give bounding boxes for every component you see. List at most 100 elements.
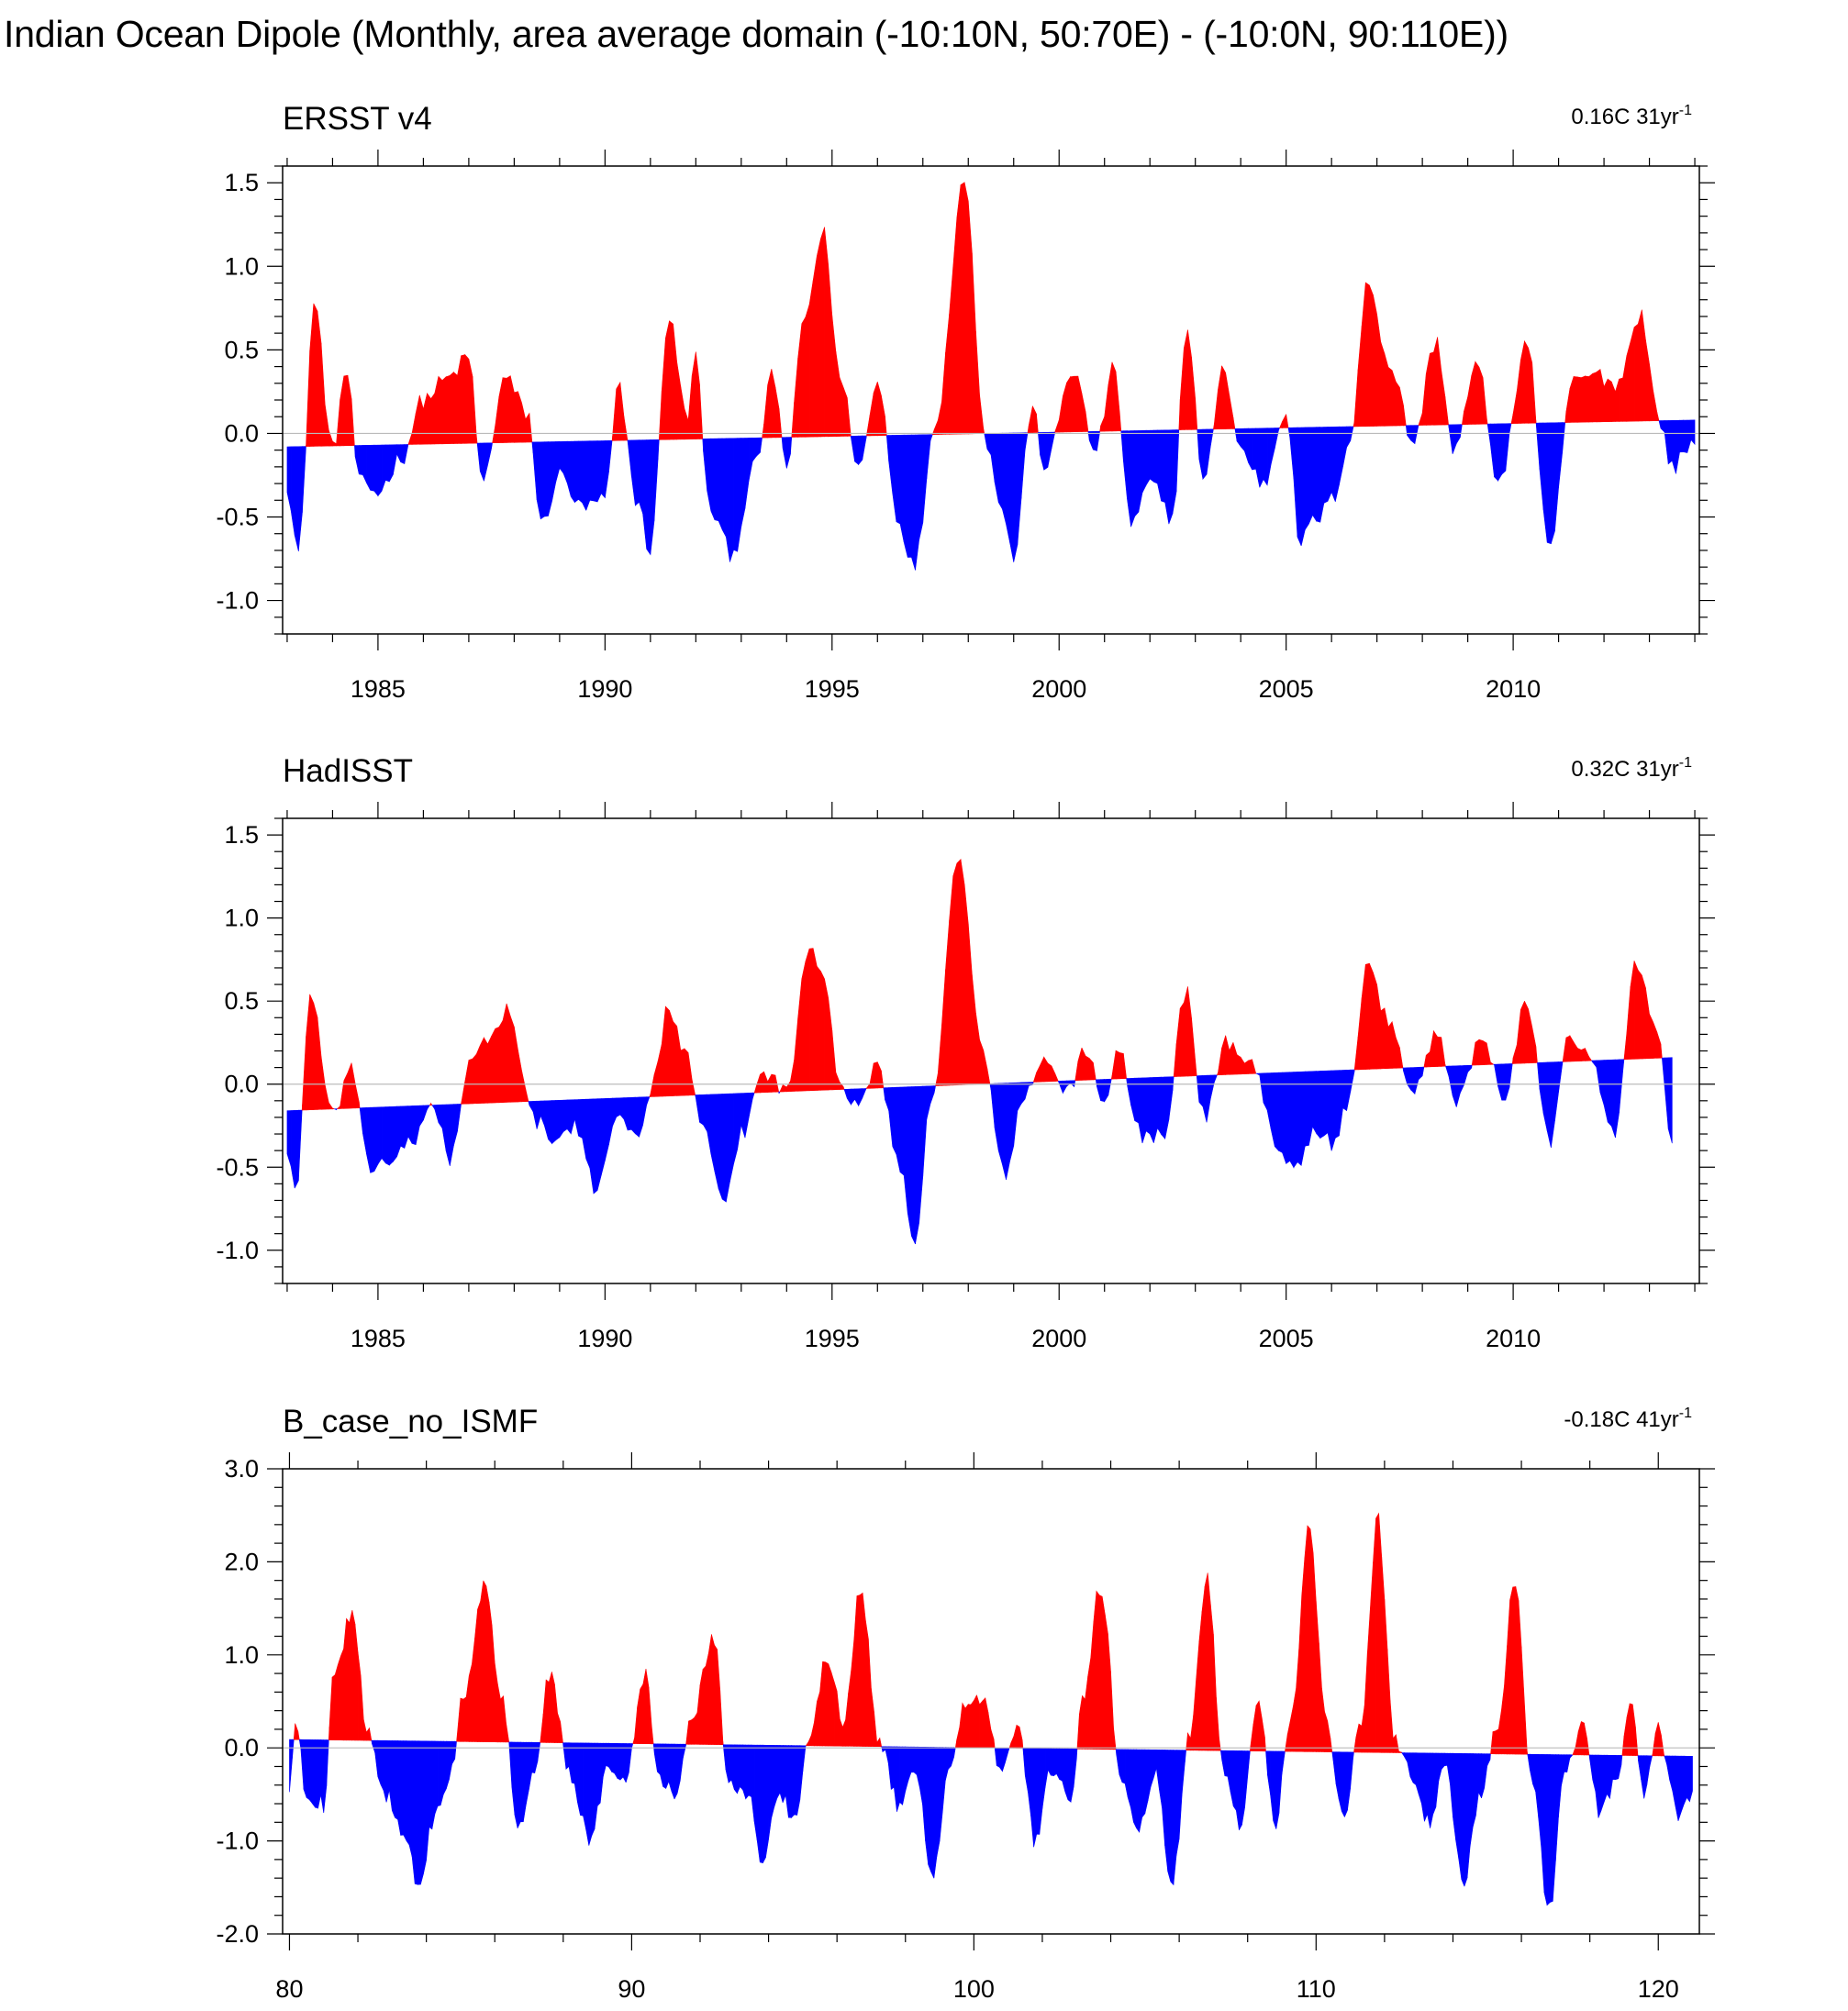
positive-anomaly-segment [1218, 365, 1222, 430]
negative-anomaly-segment [1680, 1755, 1685, 1813]
negative-anomaly-segment [1088, 431, 1094, 450]
positive-anomaly-segment [461, 1081, 466, 1105]
negative-anomaly-segment [449, 1740, 452, 1780]
positive-anomaly-segment [848, 1670, 852, 1747]
x-tick-label: 2000 [1031, 675, 1086, 703]
positive-anomaly-segment [661, 338, 666, 440]
positive-anomaly-segment [465, 1675, 470, 1742]
positive-anomaly-segment [616, 381, 621, 441]
positive-anomaly-segment [1633, 323, 1639, 422]
negative-anomaly-segment [802, 1745, 807, 1772]
positive-anomaly-segment [480, 1580, 484, 1742]
negative-anomaly-segment [1063, 1080, 1067, 1094]
positive-anomaly-segment [1524, 339, 1529, 424]
plot-frame [282, 1468, 1700, 1935]
positive-anomaly-segment [1327, 1720, 1331, 1752]
positive-anomaly-segment [1384, 353, 1389, 427]
negative-anomaly-segment [994, 1747, 997, 1766]
positive-anomaly-segment [1187, 329, 1192, 430]
negative-anomaly-segment [1589, 1754, 1594, 1781]
positive-anomaly-segment [805, 1740, 809, 1747]
negative-anomaly-segment [671, 1743, 675, 1800]
negative-anomaly-segment [1286, 1072, 1291, 1165]
negative-anomaly-segment [1239, 1750, 1242, 1830]
negative-anomaly-segment [1649, 1755, 1653, 1767]
negative-anomaly-segment [1138, 429, 1143, 513]
positive-anomaly-segment [1623, 1033, 1628, 1061]
negative-anomaly-segment [888, 1087, 894, 1147]
negative-anomaly-segment [1278, 428, 1281, 431]
negative-anomaly-segment [1689, 1755, 1693, 1802]
positive-anomaly-segment [1657, 1722, 1662, 1757]
positive-anomaly-segment [500, 1694, 504, 1743]
x-tick-label: 110 [1297, 1975, 1336, 2003]
negative-anomaly-segment [862, 435, 867, 461]
negative-anomaly-segment [1150, 1749, 1154, 1787]
positive-anomaly-segment [1482, 1039, 1487, 1065]
y-tick-label: 1.0 [224, 252, 259, 280]
negative-anomaly-segment [1335, 1751, 1340, 1800]
positive-anomaly-segment [1596, 369, 1601, 423]
negative-anomaly-segment [1342, 1070, 1347, 1112]
positive-anomaly-segment [1285, 1734, 1288, 1752]
negative-anomaly-segment [1170, 1750, 1174, 1886]
negative-anomaly-segment [418, 1105, 424, 1128]
positive-anomaly-segment [320, 1056, 326, 1110]
positive-anomaly-segment [1096, 1590, 1100, 1750]
positive-anomaly-segment [842, 1086, 845, 1090]
positive-anomaly-segment [491, 1625, 495, 1743]
negative-anomaly-segment [1304, 427, 1309, 531]
positive-anomaly-segment [1376, 314, 1382, 427]
negative-anomaly-segment [596, 1742, 601, 1807]
negative-anomaly-segment [566, 440, 572, 497]
negative-anomaly-segment [1073, 1748, 1077, 1787]
y-tick-label: -1.0 [216, 1828, 259, 1855]
positive-anomaly-segment [506, 1003, 511, 1103]
x-tick-label: 1985 [351, 1325, 406, 1352]
positive-anomaly-segment [460, 1697, 464, 1742]
positive-anomaly-segment [475, 435, 478, 444]
positive-anomaly-segment [340, 1649, 344, 1741]
negative-anomaly-segment [1353, 1751, 1354, 1758]
negative-anomaly-segment [617, 1743, 621, 1781]
positive-anomaly-segment [817, 965, 821, 1091]
negative-anomaly-segment [596, 1098, 602, 1191]
negative-anomaly-segment [786, 437, 791, 469]
trend-label: 0.16C 31yr-1 [1571, 103, 1692, 129]
positive-anomaly-segment [1395, 1037, 1400, 1069]
positive-anomaly-segment [881, 394, 885, 437]
positive-anomaly-segment [1654, 1722, 1659, 1757]
negative-anomaly-segment [778, 1091, 781, 1094]
negative-anomaly-segment [1050, 1748, 1054, 1776]
negative-anomaly-segment [1664, 1057, 1669, 1129]
x-tick-label: 2010 [1486, 1325, 1541, 1352]
negative-anomaly-segment [737, 438, 742, 552]
negative-anomaly-segment [437, 1740, 441, 1807]
negative-anomaly-segment [930, 434, 933, 441]
negative-anomaly-segment [423, 1105, 428, 1121]
positive-anomaly-segment [879, 1738, 883, 1748]
positive-anomaly-segment [819, 1661, 823, 1747]
positive-anomaly-segment [525, 1088, 529, 1103]
negative-anomaly-segment [1330, 426, 1336, 502]
negative-anomaly-segment [534, 1741, 539, 1773]
positive-anomaly-segment [1486, 417, 1488, 425]
x-tick-label: 1990 [577, 675, 632, 703]
negative-anomaly-segment [997, 1083, 1003, 1165]
negative-anomaly-segment [1607, 1754, 1610, 1800]
negative-anomaly-segment [791, 1745, 795, 1819]
negative-anomaly-segment [362, 445, 367, 483]
x-tick-label: 1995 [805, 675, 860, 703]
negative-anomaly-segment [1410, 1067, 1416, 1095]
negative-anomaly-segment [1064, 1748, 1069, 1800]
negative-anomaly-segment [1330, 1070, 1336, 1151]
positive-anomaly-segment [753, 1085, 757, 1094]
positive-anomaly-segment [1357, 997, 1363, 1071]
positive-anomaly-segment [1607, 378, 1612, 422]
positive-anomaly-segment [1353, 1737, 1357, 1753]
positive-anomaly-segment [1255, 1700, 1260, 1751]
negative-anomaly-segment [733, 438, 738, 552]
negative-anomaly-segment [1537, 1061, 1541, 1090]
positive-anomaly-segment [347, 375, 352, 447]
negative-anomaly-segment [555, 441, 561, 483]
